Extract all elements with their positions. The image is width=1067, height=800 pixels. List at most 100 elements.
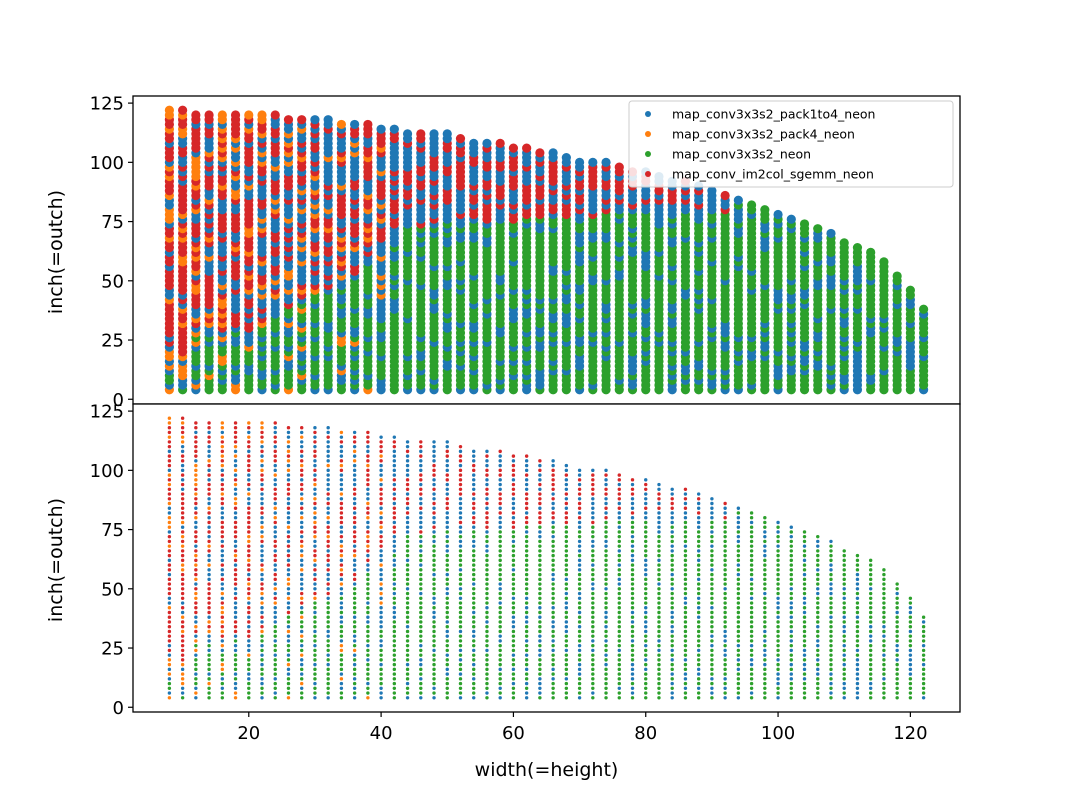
point-map-conv3x3s2-neon bbox=[405, 677, 410, 681]
point-map-conv-im2col-sgemm-neon bbox=[220, 601, 225, 605]
point-map-conv3x3s2-pack1to4-neon bbox=[405, 696, 410, 700]
point-map-conv3x3s2-pack1to4-neon bbox=[644, 511, 648, 515]
point-map-conv3x3s2-neon bbox=[630, 643, 635, 648]
point-map-conv3x3s2-neon bbox=[392, 587, 397, 591]
point-map-conv-im2col-sgemm-neon bbox=[617, 473, 621, 477]
point-map-conv-im2col-sgemm-neon bbox=[313, 568, 317, 572]
point-map-conv3x3s2-pack1to4-neon bbox=[577, 511, 582, 515]
point-map-conv3x3s2-neon bbox=[352, 667, 357, 672]
point-map-conv-im2col-sgemm-neon bbox=[300, 449, 304, 454]
point-map-conv3x3s2-neon bbox=[617, 629, 621, 634]
point-map-conv3x3s2-neon bbox=[604, 601, 608, 605]
point-map-conv3x3s2-neon bbox=[485, 610, 489, 615]
point-map-conv3x3s2-neon bbox=[591, 568, 595, 572]
point-map-conv3x3s2-pack1to4-neon bbox=[180, 463, 185, 468]
point-map-conv3x3s2-pack1to4-neon bbox=[273, 610, 277, 615]
point-map-conv3x3s2-pack1to4-neon bbox=[683, 511, 688, 515]
point-map-conv-im2col-sgemm-neon bbox=[538, 520, 542, 525]
point-map-conv3x3s2-neon bbox=[591, 658, 595, 662]
point-map-conv3x3s2-pack1to4-neon bbox=[511, 568, 516, 572]
point-map-conv3x3s2-neon bbox=[564, 643, 569, 648]
point-map-conv-im2col-sgemm-neon bbox=[300, 459, 304, 463]
point-map-conv3x3s2-neon bbox=[591, 591, 595, 596]
point-map-conv3x3s2-neon bbox=[604, 658, 608, 662]
point-map-conv3x3s2-pack1to4-neon bbox=[472, 610, 476, 615]
point-map-conv3x3s2-neon bbox=[405, 596, 410, 600]
point-map-conv3x3s2-neon bbox=[498, 691, 502, 695]
point-map-conv-im2col-sgemm-neon bbox=[247, 620, 251, 624]
point-map-conv3x3s2-neon bbox=[604, 563, 608, 567]
point-map-conv3x3s2-pack1to4-neon bbox=[405, 625, 410, 629]
point-map-conv3x3s2-pack1to4-neon bbox=[392, 520, 397, 525]
point-map-conv3x3s2-neon bbox=[445, 582, 449, 586]
point-map-conv3x3s2-neon bbox=[260, 639, 264, 643]
point-map-conv3x3s2-pack4-neon bbox=[233, 497, 238, 501]
point-map-conv3x3s2-pack4-neon bbox=[194, 463, 198, 468]
point-map-conv3x3s2-pack1to4-neon bbox=[405, 506, 410, 510]
point-map-conv3x3s2-pack1to4-neon bbox=[564, 468, 569, 473]
point-map-conv-im2col-sgemm-neon bbox=[508, 143, 519, 153]
point-map-conv3x3s2-pack1to4-neon bbox=[577, 643, 582, 648]
point-map-conv3x3s2-neon bbox=[657, 691, 661, 695]
point-map-conv3x3s2-neon bbox=[524, 672, 529, 676]
point-map-conv3x3s2-pack1to4-neon bbox=[670, 696, 674, 700]
point-map-conv3x3s2-pack1to4-neon bbox=[194, 506, 198, 510]
point-map-conv3x3s2-neon bbox=[445, 530, 449, 534]
point-map-conv3x3s2-pack1to4-neon bbox=[207, 534, 211, 539]
point-map-conv3x3s2-pack1to4-neon bbox=[445, 591, 449, 596]
point-map-conv3x3s2-neon bbox=[472, 568, 476, 572]
point-map-conv-im2col-sgemm-neon bbox=[194, 539, 198, 544]
point-map-conv-im2col-sgemm-neon bbox=[207, 435, 211, 439]
point-map-conv-im2col-sgemm-neon bbox=[273, 435, 277, 439]
point-map-conv3x3s2-neon bbox=[511, 534, 516, 539]
point-map-conv3x3s2-pack1to4-neon bbox=[273, 691, 277, 695]
point-map-conv3x3s2-pack1to4-neon bbox=[432, 539, 436, 544]
point-map-conv3x3s2-neon bbox=[644, 648, 648, 653]
point-map-conv3x3s2-neon bbox=[392, 648, 397, 653]
point-map-conv3x3s2-pack4-neon bbox=[194, 639, 198, 643]
point-map-conv3x3s2-neon bbox=[511, 587, 516, 591]
point-map-conv3x3s2-pack1to4-neon bbox=[339, 681, 344, 686]
point-map-conv3x3s2-neon bbox=[472, 658, 476, 662]
point-map-conv3x3s2-neon bbox=[432, 587, 436, 591]
point-map-conv-im2col-sgemm-neon bbox=[194, 601, 198, 605]
point-map-conv3x3s2-neon bbox=[511, 677, 516, 681]
point-map-conv3x3s2-neon bbox=[432, 653, 436, 657]
point-map-conv3x3s2-pack4-neon bbox=[180, 534, 185, 539]
point-map-conv3x3s2-pack1to4-neon bbox=[207, 430, 211, 435]
point-map-conv3x3s2-pack1to4-neon bbox=[472, 648, 476, 653]
point-map-conv3x3s2-neon bbox=[326, 620, 330, 624]
point-map-conv3x3s2-neon bbox=[617, 662, 621, 667]
point-map-conv3x3s2-pack1to4-neon bbox=[564, 606, 569, 610]
point-map-conv3x3s2-pack1to4-neon bbox=[247, 625, 251, 629]
point-map-conv3x3s2-pack1to4-neon bbox=[445, 440, 449, 444]
point-map-conv3x3s2-neon bbox=[432, 544, 436, 548]
point-map-conv3x3s2-pack4-neon bbox=[220, 629, 225, 634]
point-map-conv-im2col-sgemm-neon bbox=[300, 601, 304, 605]
point-map-conv3x3s2-pack1to4-neon bbox=[402, 129, 413, 139]
point-map-conv3x3s2-pack1to4-neon bbox=[260, 482, 264, 487]
point-map-conv3x3s2-neon bbox=[657, 577, 661, 582]
point-map-conv3x3s2-pack4-neon bbox=[220, 662, 225, 667]
point-map-conv3x3s2-neon bbox=[445, 696, 449, 700]
point-map-conv3x3s2-pack1to4-neon bbox=[670, 610, 674, 615]
point-map-conv3x3s2-pack1to4-neon bbox=[392, 435, 397, 439]
point-map-conv3x3s2-pack1to4-neon bbox=[392, 558, 397, 563]
point-map-conv3x3s2-neon bbox=[498, 672, 502, 676]
point-map-conv-im2col-sgemm-neon bbox=[405, 501, 410, 506]
point-map-conv-im2col-sgemm-neon bbox=[326, 435, 330, 439]
legend-label-im2col: map_conv_im2col_sgemm_neon bbox=[672, 167, 874, 182]
point-map-conv3x3s2-neon bbox=[366, 648, 370, 653]
point-map-conv3x3s2-pack4-neon bbox=[366, 516, 370, 520]
point-map-conv3x3s2-neon bbox=[604, 606, 608, 610]
point-map-conv3x3s2-pack4-neon bbox=[180, 568, 185, 572]
point-map-conv3x3s2-pack4-neon bbox=[326, 516, 330, 520]
point-map-conv3x3s2-pack4-neon bbox=[379, 601, 383, 605]
point-map-conv-im2col-sgemm-neon bbox=[220, 459, 225, 463]
point-map-conv-im2col-sgemm-neon bbox=[366, 440, 370, 444]
point-map-conv3x3s2-pack1to4-neon bbox=[696, 686, 701, 691]
point-map-conv3x3s2-pack1to4-neon bbox=[511, 506, 516, 510]
point-map-conv-im2col-sgemm-neon bbox=[511, 454, 516, 458]
point-map-conv3x3s2-pack4-neon bbox=[194, 648, 198, 653]
point-map-conv3x3s2-neon bbox=[511, 672, 516, 676]
